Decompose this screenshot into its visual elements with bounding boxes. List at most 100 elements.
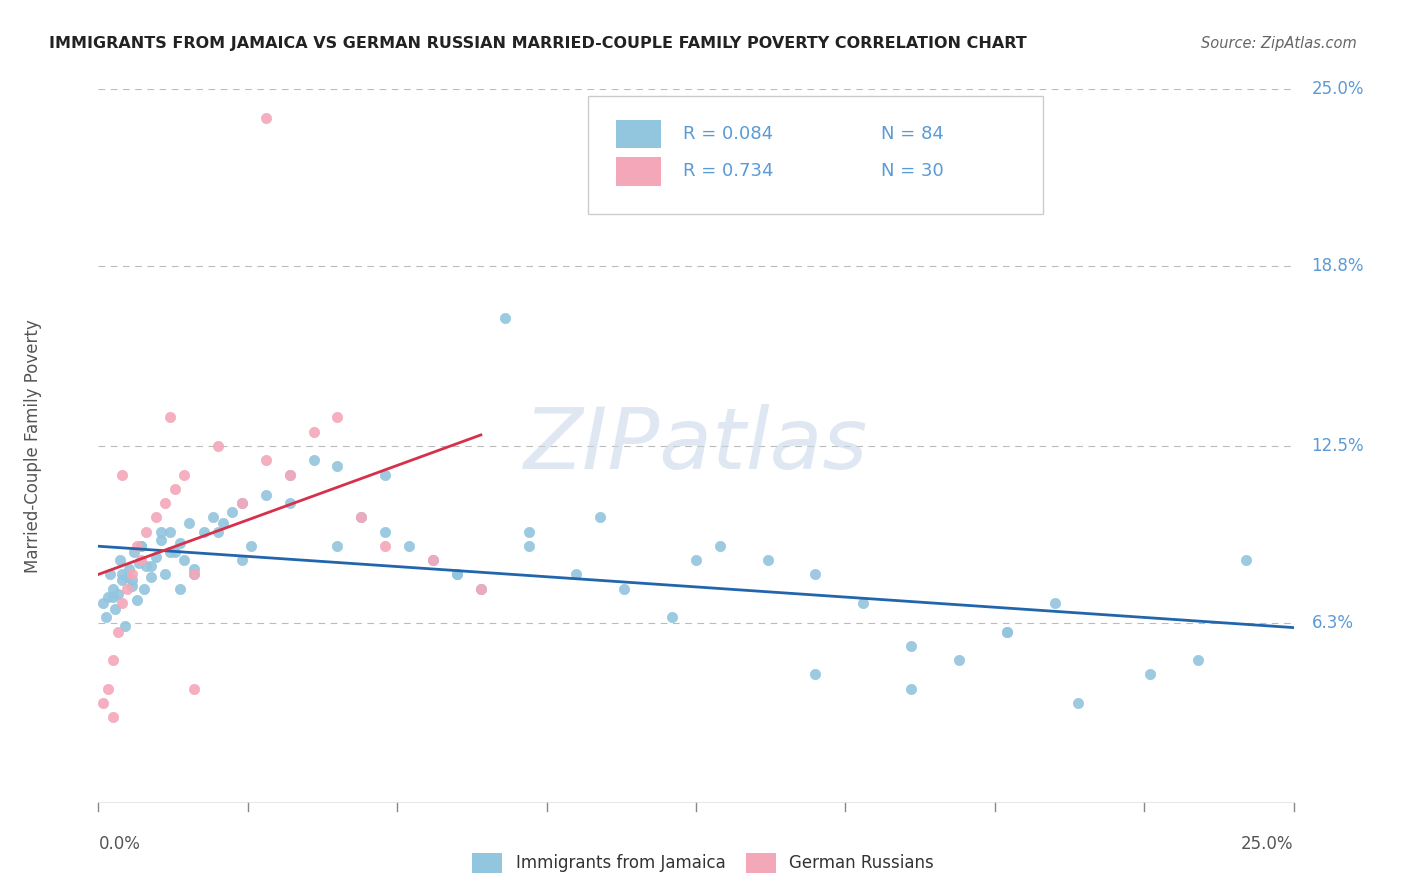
Point — [240, 539, 263, 553]
Point — [350, 510, 373, 524]
Point — [159, 524, 181, 539]
Point — [121, 567, 143, 582]
Point — [494, 310, 516, 325]
Text: 25.0%: 25.0% — [1312, 80, 1364, 98]
Point — [101, 653, 124, 667]
Text: N = 84: N = 84 — [882, 125, 943, 143]
Point — [115, 582, 138, 596]
Text: 0.0%: 0.0% — [98, 835, 141, 853]
Point — [254, 453, 277, 467]
Text: 12.5%: 12.5% — [1312, 437, 1364, 455]
Point — [135, 558, 157, 573]
Point — [169, 582, 191, 596]
Point — [517, 539, 540, 553]
Point — [107, 587, 129, 601]
Point — [1187, 653, 1209, 667]
Point — [139, 558, 162, 573]
Legend: Immigrants from Jamaica, German Russians: Immigrants from Jamaica, German Russians — [465, 847, 941, 880]
Point — [398, 539, 420, 553]
Point — [118, 562, 141, 576]
Point — [804, 567, 827, 582]
Point — [207, 439, 229, 453]
Point — [111, 596, 134, 610]
Point — [302, 453, 325, 467]
Point — [111, 567, 134, 582]
Point — [422, 553, 444, 567]
Point — [169, 536, 191, 550]
Point — [948, 653, 970, 667]
Point — [995, 624, 1018, 639]
Point — [278, 496, 301, 510]
Point — [374, 524, 396, 539]
Point — [139, 570, 162, 584]
Point — [131, 539, 153, 553]
Point — [1234, 553, 1257, 567]
Point — [145, 510, 167, 524]
Point — [231, 496, 253, 510]
Point — [135, 524, 157, 539]
Point — [149, 524, 172, 539]
Point — [101, 582, 124, 596]
Point — [159, 410, 181, 425]
Point — [111, 573, 134, 587]
Point — [111, 467, 134, 482]
Point — [589, 510, 612, 524]
Point — [128, 556, 150, 570]
Text: Source: ZipAtlas.com: Source: ZipAtlas.com — [1201, 36, 1357, 51]
Point — [211, 516, 233, 530]
Point — [470, 582, 492, 596]
Point — [183, 562, 205, 576]
Point — [179, 516, 201, 530]
Point — [91, 696, 114, 710]
Point — [900, 639, 922, 653]
Point — [149, 533, 172, 548]
Point — [91, 596, 114, 610]
Point — [326, 539, 349, 553]
Point — [183, 567, 205, 582]
Point — [155, 496, 177, 510]
Point — [446, 567, 468, 582]
Point — [202, 510, 225, 524]
Text: R = 0.734: R = 0.734 — [683, 162, 773, 180]
Text: R = 0.084: R = 0.084 — [683, 125, 773, 143]
Point — [159, 544, 181, 558]
Point — [101, 591, 124, 605]
Point — [104, 601, 127, 615]
Point — [254, 487, 277, 501]
Point — [326, 410, 349, 425]
Point — [163, 544, 186, 558]
Text: ZIPatlas: ZIPatlas — [524, 404, 868, 488]
Text: Married-Couple Family Poverty: Married-Couple Family Poverty — [24, 319, 42, 573]
Point — [278, 467, 301, 482]
Point — [254, 111, 277, 125]
Point — [132, 582, 155, 596]
Point — [207, 524, 229, 539]
Point — [350, 510, 373, 524]
FancyBboxPatch shape — [588, 96, 1043, 214]
Point — [97, 591, 120, 605]
Point — [101, 710, 124, 724]
Point — [470, 582, 492, 596]
Point — [374, 539, 396, 553]
Point — [125, 539, 148, 553]
Point — [115, 570, 138, 584]
Text: 18.8%: 18.8% — [1312, 257, 1364, 275]
Point — [231, 553, 253, 567]
FancyBboxPatch shape — [616, 157, 661, 186]
Point — [685, 553, 707, 567]
Point — [131, 539, 153, 553]
Point — [756, 553, 779, 567]
Point — [221, 505, 243, 519]
Point — [1139, 667, 1161, 681]
Point — [302, 425, 325, 439]
Point — [121, 579, 143, 593]
Point — [565, 567, 588, 582]
Point — [97, 681, 120, 696]
Point — [900, 681, 922, 696]
Point — [131, 553, 153, 567]
Point — [1043, 596, 1066, 610]
Point — [107, 624, 129, 639]
Point — [163, 482, 186, 496]
Point — [155, 567, 177, 582]
FancyBboxPatch shape — [616, 120, 661, 148]
